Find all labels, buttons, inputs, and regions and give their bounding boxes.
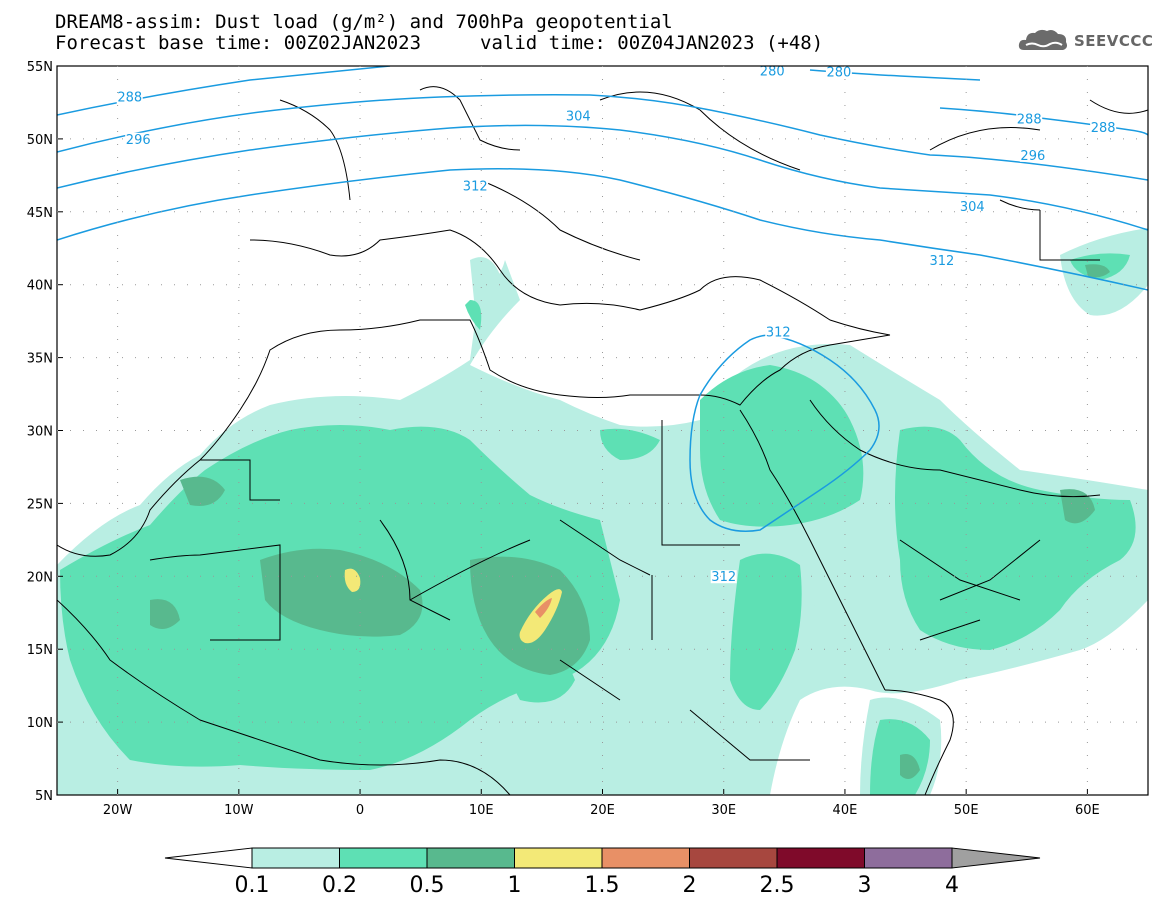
lat-tick-label: 25N [27, 497, 53, 512]
seevccc-logo: SEEVCCC [1018, 26, 1153, 56]
contour-label-bg [759, 64, 786, 78]
contour-label-bg [1090, 121, 1117, 135]
contour-label: 312 [463, 179, 488, 194]
colorbar-label: 1 [508, 873, 522, 898]
lon-tick-label: 10E [469, 803, 494, 818]
lon-tick-label: 50E [954, 803, 979, 818]
longitude-axis: 20W 10W 0 10E 20E 30E 40E 50E 60E [103, 789, 1100, 818]
contour-label: 288 [117, 91, 142, 106]
contour-label: 288 [1017, 112, 1042, 127]
contour-label: 296 [1020, 149, 1045, 164]
lat-tick-label: 40N [27, 279, 53, 294]
contour-label: 312 [930, 254, 955, 269]
colorbar-swatch [689, 847, 778, 869]
contour-label: 304 [566, 109, 591, 124]
valid-time: valid time: 00Z04JAN2023 (+48) [480, 32, 824, 54]
colorbar-swatch [514, 847, 603, 869]
lat-tick-label: 10N [27, 716, 53, 731]
colorbar-swatch [776, 847, 865, 869]
graticule [57, 66, 1148, 795]
contour-288-east [939, 107, 1148, 136]
logo-text: SEEVCCC [1074, 32, 1154, 50]
contour-label: 280 [760, 64, 785, 79]
lon-tick-label: 30E [711, 803, 736, 818]
contour-label: 280 [826, 66, 851, 81]
map-title: DREAM8-assim: Dust load (g/m²) and 700hP… [55, 11, 673, 33]
colorbar: 0.1 0.2 0.5 1 1.5 2 2.5 3 4 [164, 847, 1041, 898]
lat-tick-label: 45N [27, 206, 53, 221]
coastlines-borders [57, 86, 1148, 795]
dust-level-1-5 [535, 598, 552, 618]
lat-tick-label: 35N [27, 352, 53, 367]
latitude-axis: 55N 50N 45N 40N 35N 30N 25N 20N 15N 10N 5N [27, 60, 63, 804]
contour-288-west [57, 66, 391, 116]
colorbar-under-arrow [164, 847, 253, 869]
dust-layer [57, 228, 1148, 795]
contour-label-bg [125, 132, 152, 146]
lon-tick-label: 0 [356, 803, 364, 818]
colorbar-over-arrow [951, 847, 1041, 869]
colorbar-label: 3 [858, 873, 872, 898]
contour-label-bg [1016, 112, 1043, 126]
contour-label-bg [565, 109, 592, 123]
colorbar-swatch [426, 847, 515, 869]
contour-label-bg [710, 570, 737, 584]
colorbar-label: 2.5 [760, 873, 795, 898]
contour-label-bg [1019, 148, 1046, 162]
contour-label: 312 [711, 570, 736, 585]
colorbar-label: 0.5 [410, 873, 445, 898]
lon-tick-label: 20W [103, 803, 133, 818]
geopotential-contours [57, 66, 1148, 532]
lat-tick-label: 20N [27, 570, 53, 585]
contour-label: 288 [1091, 121, 1116, 136]
contour-312 [57, 168, 1148, 291]
lat-tick-label: 55N [27, 60, 53, 75]
contour-label-bg [928, 253, 955, 267]
contour-label-bg [462, 179, 489, 193]
contour-296 [57, 94, 1148, 181]
contour-label: 304 [960, 200, 985, 215]
lon-tick-label: 20E [590, 803, 615, 818]
contour-label-bg [825, 65, 852, 79]
contour-labels: 288 296 304 312 280 280 288 288 296 304 312 312 312 [116, 64, 1117, 585]
lat-tick-label: 30N [27, 425, 53, 440]
contour-label: 312 [766, 325, 791, 340]
contour-304 [57, 124, 1148, 231]
colorbar-swatch [601, 847, 690, 869]
colorbar-label: 4 [945, 873, 959, 898]
colorbar-label: 2 [683, 873, 697, 898]
lat-tick-label: 50N [27, 133, 53, 148]
colorbar-label: 1.5 [585, 873, 620, 898]
dust-level-0-5 [150, 264, 1110, 779]
cloud-icon [1018, 29, 1067, 50]
colorbar-label: 0.2 [322, 873, 357, 898]
contour-312-closed [689, 334, 880, 532]
lat-tick-label: 5N [35, 789, 53, 804]
contour-label-bg [116, 90, 143, 104]
colorbar-swatch [339, 847, 428, 869]
lon-tick-label: 60E [1075, 803, 1100, 818]
colorbar-swatch [251, 847, 340, 869]
lon-tick-label: 40E [833, 803, 858, 818]
lon-tick-label: 10W [224, 803, 254, 818]
contour-label-bg [765, 325, 792, 339]
forecast-base-time: Forecast base time: 00Z02JAN2023 [55, 32, 422, 54]
colorbar-label: 0.1 [235, 873, 270, 898]
colorbar-swatch [864, 847, 953, 869]
lat-tick-label: 15N [27, 643, 53, 658]
contour-label: 296 [126, 133, 151, 148]
